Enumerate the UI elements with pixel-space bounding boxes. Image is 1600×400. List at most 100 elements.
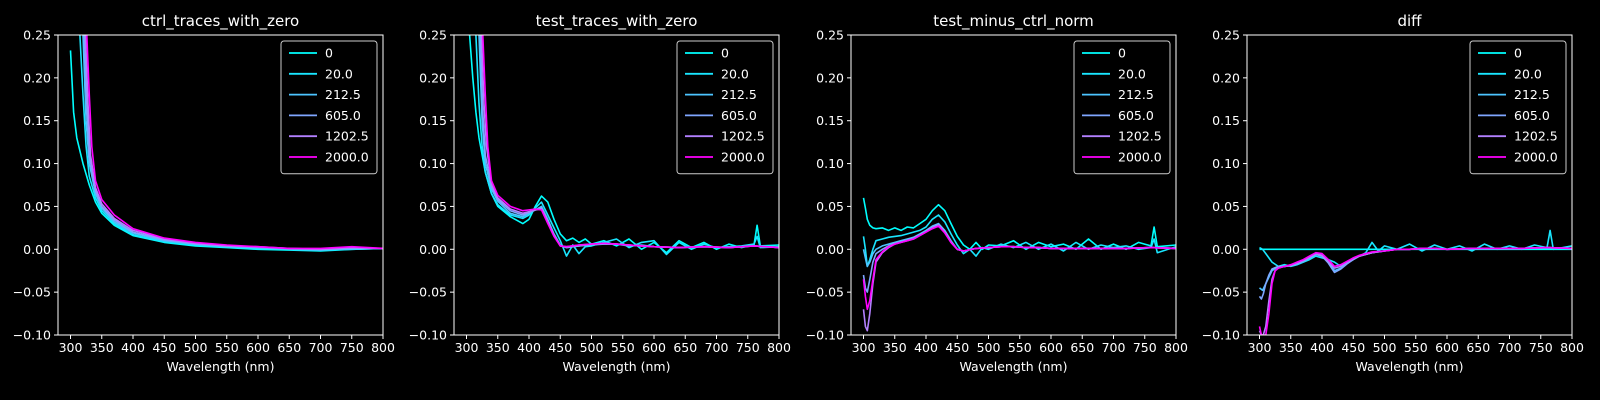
y-tick-label: 0.25 <box>1212 28 1240 43</box>
x-tick-label: 350 <box>486 340 510 355</box>
x-tick-label: 750 <box>1529 340 1553 355</box>
legend-label: 20.0 <box>721 66 749 81</box>
x-tick-label: 650 <box>1466 340 1490 355</box>
x-tick-label: 450 <box>152 340 176 355</box>
x-tick-label: 750 <box>736 340 760 355</box>
y-tick-label: 0.00 <box>419 242 447 257</box>
chart-panel-ctrl-traces: ctrl_traces_with_zero 300 350 400 450 500 550 6… <box>13 12 395 374</box>
y-tick-label: 0.10 <box>816 156 844 171</box>
chart-panel-diff: diff 300 350 400 450 500 550 600 650 700 750 800 −0.… <box>1202 12 1584 374</box>
x-tick-label: 800 <box>1560 340 1584 355</box>
legend-label: 212.5 <box>1118 87 1154 102</box>
legend-label: 1202.5 <box>1118 129 1162 144</box>
x-tick-label: 550 <box>215 340 239 355</box>
legend-label: 0 <box>325 46 333 61</box>
y-tick-label: −0.05 <box>806 285 844 300</box>
legend: 0 20.0 212.5 605.0 1202.5 2000.0 <box>1469 40 1567 175</box>
x-tick-label: 300 <box>1248 340 1272 355</box>
x-tick-label: 400 <box>1310 340 1334 355</box>
legend-label: 2000.0 <box>325 150 369 165</box>
legend-label: 605.0 <box>721 108 757 123</box>
y-tick-label: 0.20 <box>419 70 447 85</box>
series-line-5 <box>86 35 383 250</box>
x-tick-label: 350 <box>1279 340 1303 355</box>
y-tick-label: 0.00 <box>816 242 844 257</box>
x-tick-label: 550 <box>1404 340 1428 355</box>
plot-frame <box>850 34 1177 336</box>
plot-frame <box>1246 34 1573 336</box>
y-tick-label: 0.25 <box>23 28 51 43</box>
series-line-0 <box>69 50 383 252</box>
chart-title: diff <box>1397 12 1422 30</box>
x-tick-label: 300 <box>455 340 479 355</box>
x-tick-label: 350 <box>90 340 114 355</box>
y-tick-label: −0.05 <box>13 285 51 300</box>
y-tick-label: 0.20 <box>816 70 844 85</box>
y-tick-label: −0.10 <box>13 328 51 343</box>
legend-label: 605.0 <box>1118 108 1154 123</box>
series-line-0 <box>862 197 1176 251</box>
y-tick-label: 0.15 <box>23 113 51 128</box>
legend-label: 20.0 <box>325 66 353 81</box>
y-tick-label: 0.10 <box>23 156 51 171</box>
y-tick-label: 0.00 <box>23 242 51 257</box>
x-tick-label: 550 <box>1008 340 1032 355</box>
legend-label: 20.0 <box>1118 66 1146 81</box>
plot-frame <box>453 34 780 336</box>
x-axis-label: Wavelength (nm) <box>1356 359 1464 374</box>
legend-label: 0 <box>721 46 729 61</box>
x-tick-label: 700 <box>1498 340 1522 355</box>
y-tick-label: 0.15 <box>1212 113 1240 128</box>
y-tick-label: 0.25 <box>816 28 844 43</box>
legend-label: 0 <box>1118 46 1126 61</box>
x-axis-label: Wavelength (nm) <box>167 359 275 374</box>
y-tick-label: 0.10 <box>419 156 447 171</box>
x-tick-label: 450 <box>1341 340 1365 355</box>
x-tick-label: 300 <box>852 340 876 355</box>
legend-label: 212.5 <box>721 87 757 102</box>
x-tick-label: 750 <box>340 340 364 355</box>
plot-frame <box>57 34 384 336</box>
x-tick-label: 650 <box>277 340 301 355</box>
y-tick-label: 0.25 <box>419 28 447 43</box>
series-line-4 <box>862 224 1176 332</box>
x-tick-label: 400 <box>517 340 541 355</box>
x-tick-label: 650 <box>1070 340 1094 355</box>
x-tick-label: 450 <box>945 340 969 355</box>
series-line-3 <box>862 223 1176 293</box>
legend-label: 1202.5 <box>325 129 369 144</box>
x-tick-label: 750 <box>1133 340 1157 355</box>
chart-panel-test-traces: test_traces_with_zero 300 350 400 450 500 550 6… <box>409 12 791 374</box>
y-tick-label: 0.20 <box>23 70 51 85</box>
x-tick-label: 800 <box>1164 340 1188 355</box>
y-tick-label: 0.10 <box>1212 156 1240 171</box>
x-tick-label: 700 <box>309 340 333 355</box>
x-tick-label: 500 <box>977 340 1001 355</box>
x-tick-label: 700 <box>705 340 729 355</box>
y-tick-label: −0.10 <box>409 328 447 343</box>
x-tick-label: 300 <box>59 340 83 355</box>
legend-label: 2000.0 <box>721 150 765 165</box>
y-tick-label: −0.05 <box>1202 285 1240 300</box>
y-tick-label: −0.10 <box>1202 328 1240 343</box>
legend-label: 2000.0 <box>1514 150 1558 165</box>
y-tick-label: −0.10 <box>806 328 844 343</box>
x-tick-label: 400 <box>121 340 145 355</box>
x-tick-label: 600 <box>1039 340 1063 355</box>
x-tick-label: 400 <box>914 340 938 355</box>
x-tick-label: 500 <box>1373 340 1397 355</box>
series-line-2 <box>1258 246 1572 292</box>
series-line-5 <box>482 35 779 249</box>
x-tick-label: 600 <box>1435 340 1459 355</box>
y-tick-label: −0.05 <box>409 285 447 300</box>
x-tick-label: 350 <box>883 340 907 355</box>
x-axis-label: Wavelength (nm) <box>563 359 671 374</box>
legend-label: 212.5 <box>325 87 361 102</box>
legend: 0 20.0 212.5 605.0 1202.5 2000.0 <box>1073 40 1171 175</box>
x-tick-label: 700 <box>1102 340 1126 355</box>
x-axis-label: Wavelength (nm) <box>960 359 1068 374</box>
y-tick-label: 0.15 <box>419 113 447 128</box>
y-tick-label: 0.15 <box>816 113 844 128</box>
legend-label: 212.5 <box>1514 87 1550 102</box>
legend: 0 20.0 212.5 605.0 1202.5 2000.0 <box>676 40 774 175</box>
